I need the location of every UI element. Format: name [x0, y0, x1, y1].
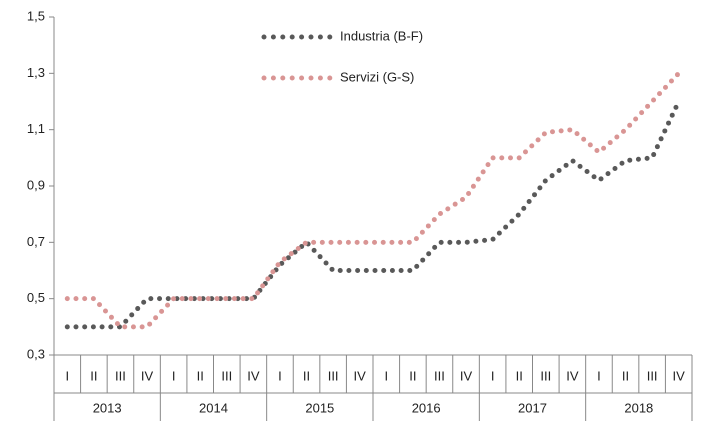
x-tick-label: III [328, 368, 339, 383]
x-tick-label: IV [460, 368, 473, 383]
y-tick-label: 0,7 [27, 234, 45, 249]
year-label: 2013 [93, 400, 122, 415]
y-tick-label: 0,3 [27, 346, 45, 361]
series-line [64, 70, 682, 330]
x-tick-label: II [303, 368, 310, 383]
x-tick-label: III [647, 368, 658, 383]
x-tick-label: IV [673, 368, 686, 383]
x-tick-label: I [597, 368, 601, 383]
x-tick-label: III [540, 368, 551, 383]
x-tick-label: I [491, 368, 495, 383]
year-label: 2018 [624, 400, 653, 415]
series-line [64, 99, 682, 330]
x-tick-label: I [65, 368, 69, 383]
y-tick-label: 1,3 [27, 65, 45, 80]
x-tick-label: II [197, 368, 204, 383]
y-tick-label: 0,5 [27, 290, 45, 305]
y-tick-label: 1,1 [27, 121, 45, 136]
x-tick-label: III [221, 368, 232, 383]
x-tick-label: II [516, 368, 523, 383]
x-tick-label: IV [354, 368, 367, 383]
y-tick-label: 1,5 [27, 8, 45, 23]
legend-label: Industria (B-F) [340, 28, 423, 43]
x-tick-label: IV [141, 368, 154, 383]
x-tick-label: I [172, 368, 176, 383]
year-label: 2016 [412, 400, 441, 415]
year-label: 2015 [305, 400, 334, 415]
x-tick-label: I [278, 368, 282, 383]
year-label: 2014 [199, 400, 228, 415]
x-tick-label: IV [247, 368, 260, 383]
legend-label: Servizi (G-S) [340, 69, 414, 84]
x-tick-label: III [115, 368, 126, 383]
year-label: 2017 [518, 400, 547, 415]
y-tick-label: 0,9 [27, 177, 45, 192]
x-tick-label: IV [566, 368, 579, 383]
x-tick-label: II [622, 368, 629, 383]
x-tick-label: I [384, 368, 388, 383]
x-tick-label: II [90, 368, 97, 383]
x-tick-label: II [409, 368, 416, 383]
x-tick-label: III [434, 368, 445, 383]
